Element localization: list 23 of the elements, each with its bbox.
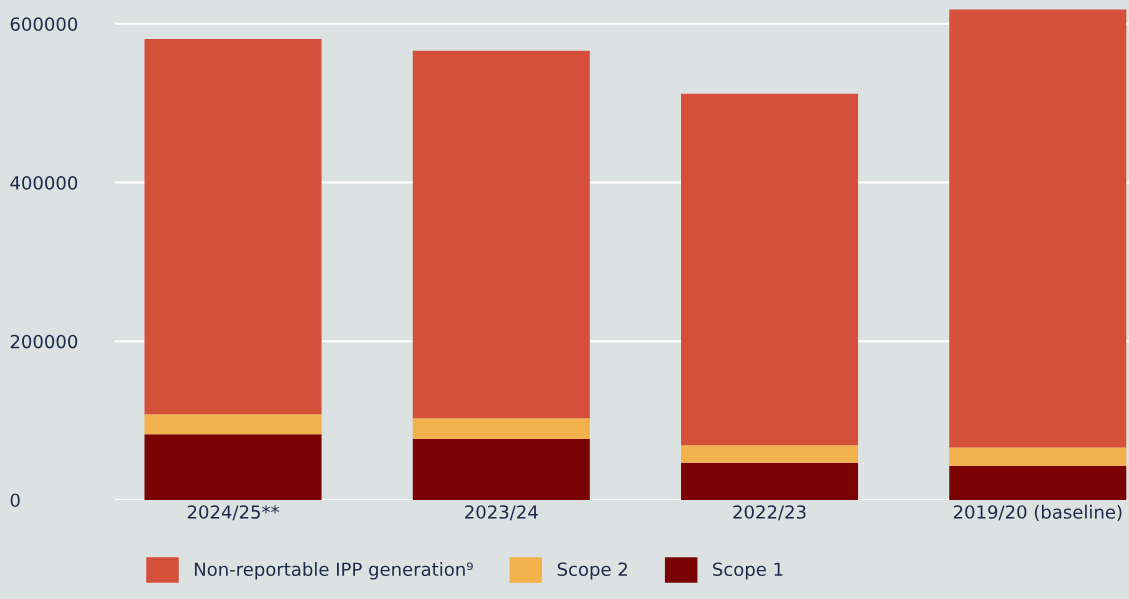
bar bbox=[412, 438, 590, 500]
bar bbox=[412, 50, 590, 419]
bar bbox=[144, 414, 322, 435]
legend-label: Scope 2 bbox=[557, 562, 627, 580]
bar bbox=[949, 447, 1127, 466]
bar bbox=[949, 9, 1127, 448]
x-tick-label: 2019/20 (baseline) bbox=[953, 504, 1122, 521]
x-tick-label: 2024/25** bbox=[187, 505, 280, 521]
y-tick-label: 0 bbox=[10, 493, 20, 508]
x-tick-label: 2022/23 bbox=[733, 505, 806, 521]
bar bbox=[144, 38, 322, 415]
x-tick-label: 2023/24 bbox=[465, 505, 538, 521]
bar bbox=[681, 462, 859, 500]
y-tick-label: 600000 bbox=[10, 17, 78, 31]
y-tick-label: 400000 bbox=[10, 176, 78, 190]
bar bbox=[412, 418, 590, 439]
bar bbox=[681, 93, 859, 446]
bar bbox=[144, 434, 322, 500]
legend-label: Scope 1 bbox=[713, 562, 783, 580]
legend-label: Non-reportable IPP generation⁹ bbox=[194, 562, 473, 580]
bar bbox=[681, 445, 859, 463]
bar bbox=[949, 465, 1127, 500]
y-tick-label: 200000 bbox=[10, 334, 78, 349]
